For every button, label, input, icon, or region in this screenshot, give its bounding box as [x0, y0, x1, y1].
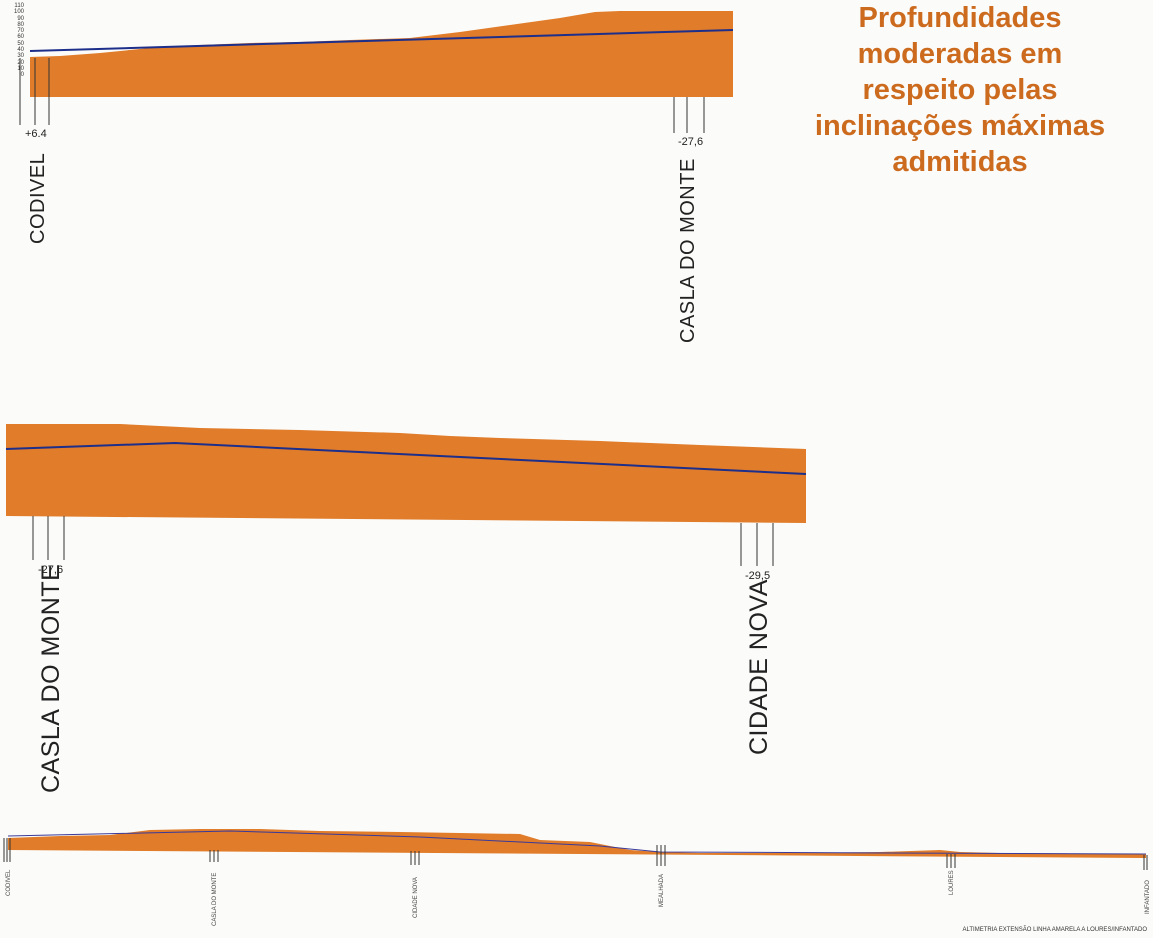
profile-2-start-ticks	[32, 516, 65, 560]
profile-3-station-2: CASLA DO MONTE	[212, 872, 218, 926]
scale-label: 60	[17, 34, 24, 41]
profile-1-depth-end: -27,6	[678, 136, 704, 148]
scale-label: 90	[17, 15, 24, 22]
scale-label: 10	[17, 65, 24, 72]
profile-3-station-4: MEALHADA	[659, 873, 665, 907]
profile-2-track-line	[5, 441, 807, 475]
heading: Profundidades moderadas em respeito pela…	[790, 0, 1130, 180]
heading-line-1: Profundidades	[858, 2, 1062, 34]
profile-1-end-ticks	[673, 97, 705, 133]
profile-3-terrain	[8, 829, 1146, 858]
heading-line-4: inclinações máximas	[814, 110, 1106, 142]
profile-1-terrain	[30, 11, 733, 97]
profile-2-depth-start: -27,6	[38, 564, 64, 576]
scale-label: 80	[17, 21, 24, 28]
profile-2-graphic	[5, 424, 807, 566]
scale-label: 70	[17, 28, 24, 35]
profile-2-terrain	[6, 424, 806, 523]
scale-label: 110	[14, 3, 24, 9]
profile-3-caption: ALTIMETRIA EXTENSÃO LINHA AMARELA A LOUR…	[962, 927, 1148, 933]
scale-label: 0	[20, 72, 24, 79]
profile-1-graphic	[19, 11, 734, 133]
profile-2-depth-end: -29,5	[745, 570, 771, 582]
profile-3-station-5: LOURES	[949, 870, 955, 895]
profile-3-station-1: CODIVEL	[6, 869, 12, 896]
profile-3-ticks	[3, 838, 1148, 870]
profile-2-end-ticks	[740, 523, 774, 566]
heading-line-3: respeito pelas	[862, 74, 1058, 106]
profile-1-depth-start: +6.4	[25, 128, 47, 140]
scale-label: 100	[13, 9, 24, 16]
profile-1-track-line	[29, 29, 734, 52]
profile-1-start-ticks	[19, 58, 50, 125]
scale-label: 30	[17, 53, 24, 60]
heading-line-2: moderadas em	[857, 38, 1063, 70]
scale-label: 40	[17, 47, 24, 54]
profile-3-track-line	[7, 830, 1147, 855]
scale-label: 50	[17, 40, 24, 47]
profile-3-station-6: INFANTADO	[1145, 880, 1151, 914]
heading-line-5: admitidas	[892, 146, 1028, 178]
scale-label: 20	[17, 59, 24, 66]
profile-3-station-3: CIDADE NOVA	[413, 877, 419, 918]
profile-1-scale: 110 100 90 80 70 60 50 40 30 20 10 0	[4, 3, 24, 79]
